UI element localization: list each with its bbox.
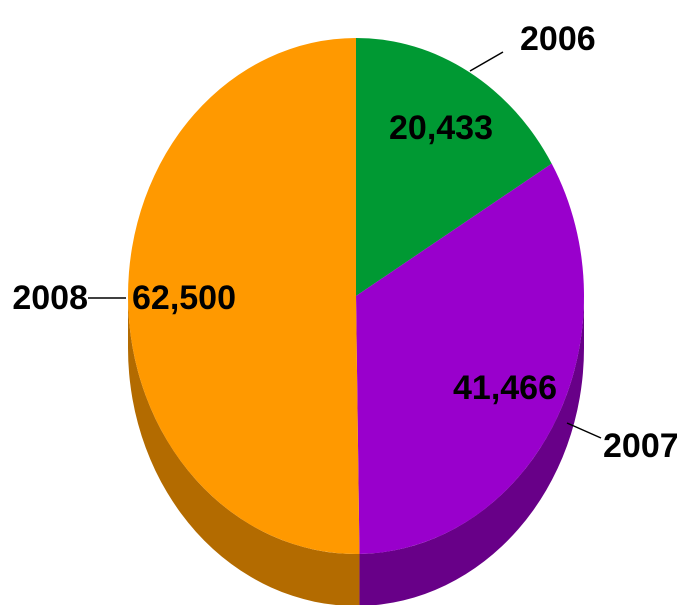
slice-side-2007 <box>359 296 584 605</box>
pie-depth-layer <box>128 296 584 605</box>
value-label-2007: 41,466 <box>453 369 557 407</box>
category-label-2008: 2008 <box>12 279 88 317</box>
category-label-2006: 2006 <box>520 20 596 58</box>
labels: 20,433 2006 41,466 2007 62,500 2008 <box>12 20 677 465</box>
slice-2007 <box>356 163 584 554</box>
slice-side-2008 <box>128 296 360 605</box>
pie-top-layer <box>127 38 584 554</box>
slice-2008 <box>127 38 360 554</box>
leader-lines <box>88 51 602 439</box>
value-label-2006: 20,433 <box>389 109 493 147</box>
category-label-2007: 2007 <box>603 427 677 465</box>
value-label-2008: 62,500 <box>132 279 236 317</box>
leader-line-2007 <box>566 422 602 439</box>
slice-2006 <box>356 38 552 296</box>
leader-line-2006 <box>469 51 504 72</box>
